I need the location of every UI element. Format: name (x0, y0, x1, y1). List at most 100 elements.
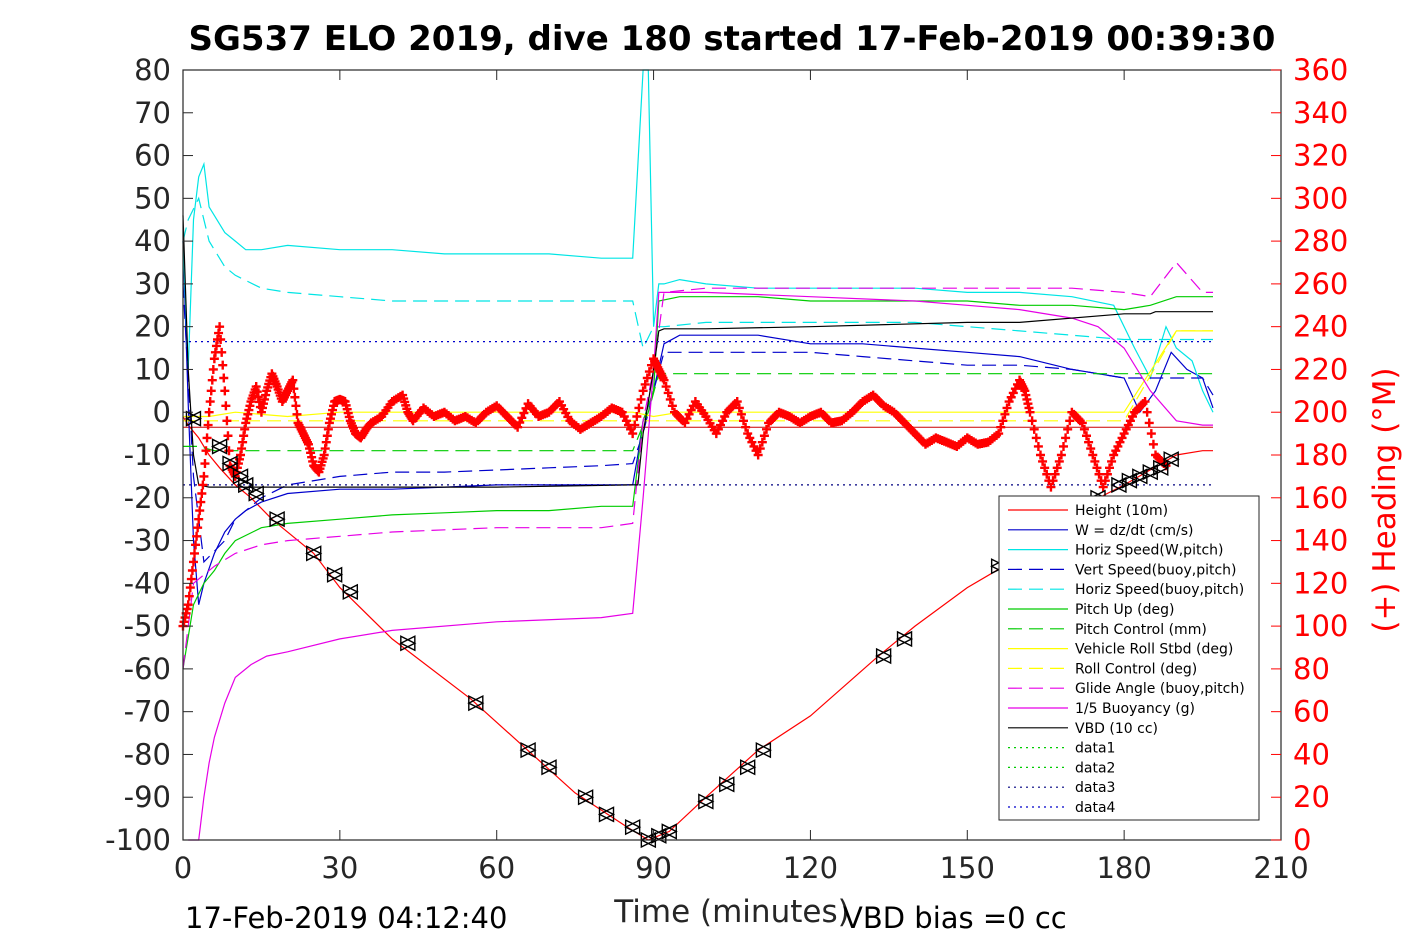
series-line-2 (182, 69, 1214, 413)
legend-label-15: data4 (1075, 800, 1116, 816)
heading-marker-547 (1102, 469, 1112, 479)
depth-marker-16 (624, 819, 642, 836)
legend-label-3: Vert Speed(buoy,pitch) (1075, 562, 1237, 578)
right-y-tick-label-13: 100 (1293, 609, 1348, 643)
legend-entry-10: 1/5 Buoyancy (g) (1008, 701, 1195, 717)
depth-marker-4 (237, 476, 255, 494)
heading-marker-42 (222, 416, 232, 426)
heading-marker-538 (1084, 437, 1094, 447)
heading-marker-257 (517, 413, 527, 423)
heading-marker-10 (188, 557, 198, 567)
heading-marker-535 (1077, 418, 1087, 428)
heading-marker-527 (1061, 433, 1071, 443)
legend-entry-2: Horiz Speed(W,pitch) (1008, 543, 1223, 559)
heading-marker-317 (642, 373, 652, 383)
heading-marker-29 (208, 364, 218, 374)
depth-marker-left-33 (1152, 459, 1169, 476)
depth-marker-18 (650, 827, 668, 844)
legend-label-13: data2 (1075, 760, 1115, 776)
heading-marker-367 (736, 409, 746, 419)
series-line-6 (183, 373, 1213, 452)
y-tick-label-9: -10 (124, 438, 171, 472)
depth-marker-30 (1120, 472, 1138, 489)
y-tick-label-18: -100 (105, 823, 171, 857)
x-tick-label-7: 210 (1253, 851, 1308, 885)
chart-title: SG537 ELO 2019, dive 180 started 17-Feb-… (189, 19, 1276, 59)
depth-marker-left-14 (577, 789, 594, 806)
heading-marker-510 (1025, 407, 1035, 417)
heading-marker-537 (1082, 431, 1091, 441)
right-y-tick-label-11: 140 (1293, 524, 1348, 558)
heading-marker-490 (994, 429, 1004, 439)
heading-marker-331 (661, 382, 671, 392)
heading-marker-258 (519, 408, 529, 418)
depth-marker-34 (1162, 451, 1180, 468)
depth-marker-left-21 (718, 776, 735, 793)
depth-marker-left-11 (467, 694, 484, 712)
legend-label-1: W = dz/dt (cm/s) (1075, 523, 1194, 539)
heading-marker-536 (1079, 424, 1089, 434)
heading-marker-8 (186, 574, 196, 584)
heading-marker-24 (203, 420, 213, 430)
heading-marker-376 (755, 444, 765, 454)
y-tick-label-8: 0 (153, 395, 171, 429)
heading-marker-548 (1105, 463, 1114, 473)
heading-marker-312 (632, 412, 642, 421)
heading-marker-529 (1065, 416, 1075, 426)
y-axis-ticks: 80 70 60 50 40 30 20 10 0 -10 -20 -30 -40 -50 -60 -70 -8… (105, 53, 193, 857)
y-tick-label-10: -20 (124, 481, 171, 515)
legend-label-10: 1/5 Buoyancy (g) (1075, 701, 1195, 717)
heading-marker-539 (1086, 444, 1096, 454)
heading-marker-105 (288, 375, 298, 385)
heading-marker-12 (191, 540, 201, 550)
legend-entry-12: data1 (1008, 741, 1115, 757)
right-y-tick-label-10: 160 (1293, 481, 1348, 515)
depth-marker-left-8 (326, 566, 343, 583)
heading-marker-528 (1063, 424, 1073, 434)
right-y-tick-label-7: 220 (1293, 352, 1348, 386)
x-tick-label-2: 60 (478, 851, 515, 885)
depth-marker-33 (1152, 459, 1170, 476)
heading-marker-514 (1033, 441, 1043, 451)
heading-marker-567 (1144, 418, 1154, 428)
heading-marker-330 (659, 375, 669, 385)
depth-marker-12 (519, 742, 537, 759)
depth-marker-2 (221, 455, 239, 472)
right-y-axis-ticks: 3603403203002802602402202001801601401201… (1271, 53, 1348, 857)
right-y-tick-label-9: 180 (1293, 438, 1348, 472)
depth-marker-left-9 (341, 583, 359, 601)
heading-marker-513 (1031, 433, 1041, 443)
heading-marker-7 (185, 583, 195, 593)
y-tick-label-16: -80 (124, 737, 171, 771)
depth-marker-20 (697, 793, 715, 810)
y-tick-label-13: -50 (124, 609, 171, 643)
y-tick-label-7: 10 (134, 352, 171, 386)
depth-marker-left-1 (211, 438, 228, 455)
legend-entry-15: data4 (1008, 800, 1116, 816)
heading-marker-521 (1048, 476, 1058, 486)
depth-marker-8 (326, 566, 344, 583)
depth-marker-left-30 (1120, 472, 1138, 489)
heading-marker-543 (1094, 469, 1104, 479)
depth-marker-left-0 (184, 410, 202, 427)
right-y-tick-label-2: 320 (1293, 139, 1348, 173)
y-tick-label-6: 20 (134, 310, 171, 344)
footer-timestamp: 17-Feb-2019 04:12:40 (185, 901, 507, 935)
x-tick-label-3: 90 (635, 851, 672, 885)
depth-marker-6 (268, 511, 286, 528)
heading-marker-569 (1148, 439, 1158, 449)
heading-marker-41 (221, 401, 231, 411)
heading-marker-26 (205, 397, 215, 407)
legend-label-0: Height (10m) (1075, 503, 1168, 519)
legend-entry-4: Horiz Speed(buoy,pitch) (1008, 582, 1244, 598)
depth-marker-left-2 (221, 455, 238, 472)
heading-marker-255 (513, 422, 523, 432)
heading-marker-107 (290, 392, 300, 402)
heading-marker-512 (1029, 424, 1039, 434)
right-y-axis-label: (+) Heading (°M) (1367, 367, 1403, 632)
depth-marker-left-34 (1162, 451, 1179, 468)
series-line-9 (182, 261, 1213, 669)
heading-marker-106 (289, 384, 299, 394)
heading-marker-493 (1000, 409, 1010, 419)
heading-marker-38 (218, 360, 228, 370)
